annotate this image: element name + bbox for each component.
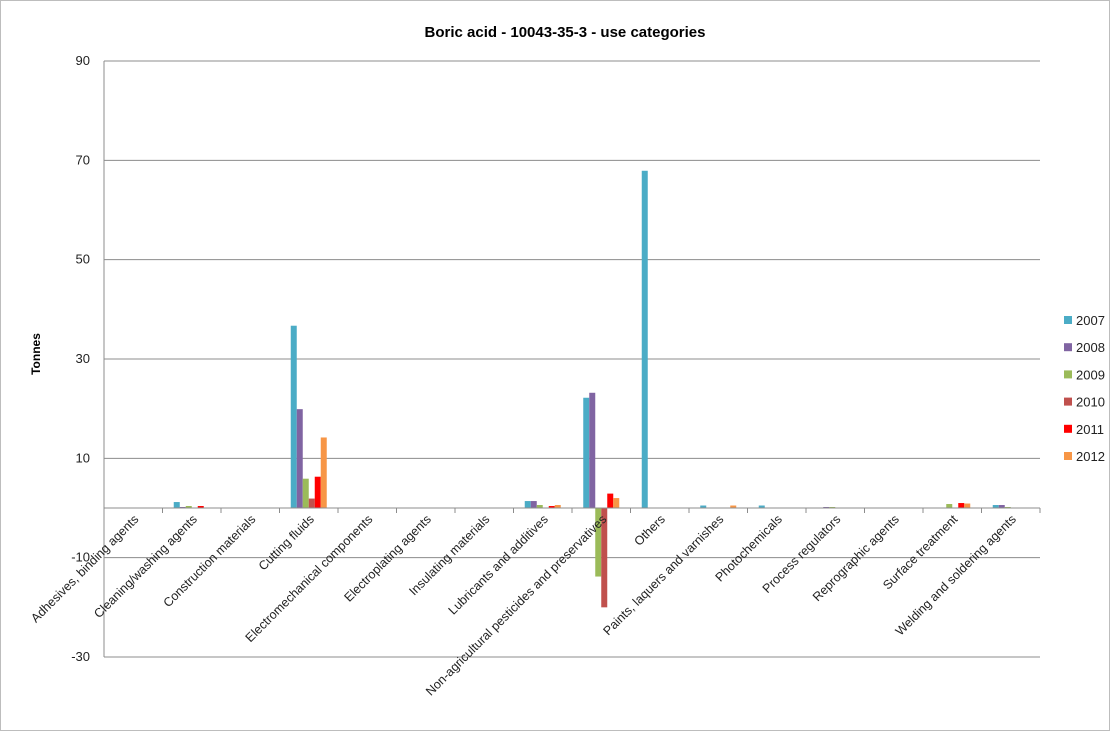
bar-2007 [173,502,180,508]
bar-2008 [998,505,1005,508]
bars [173,170,1011,608]
x-category-label: Lubricants and additives [446,512,551,617]
bar-2012 [554,505,561,508]
x-category-label: Paints, laquers and varnishes [601,512,727,638]
bar-2011 [548,506,555,508]
bar-2011 [197,506,204,508]
bar-2009 [536,505,543,508]
x-category-label: Electromechanical components [243,512,376,645]
bar-2012 [613,498,620,508]
bar-2007 [758,505,765,508]
x-category-label: Others [631,512,667,548]
x-category-label: Adhesives, binding agents [28,512,141,625]
y-tick-label: 70 [76,152,90,167]
bar-2011 [314,476,321,508]
x-category-label: Cleaning/washing agents [91,512,200,621]
y-tick-label: 30 [76,351,90,366]
y-tick-label: -10 [71,550,90,565]
bar-2012 [320,437,327,508]
bar-2007 [524,501,531,508]
bar-2007 [641,170,648,508]
legend-swatch [1064,343,1072,352]
bar-2009 [302,478,309,508]
legend-swatch [1064,370,1072,379]
legend-label: 2009 [1076,367,1105,382]
chart-title: Boric acid - 10043-35-3 - use categories [425,24,706,41]
bar-2012 [730,505,737,508]
bar-2008 [296,409,303,508]
legend-label: 2012 [1076,449,1105,464]
bar-2007 [583,397,590,508]
category-labels: Adhesives, binding agentsCleaning/washin… [28,512,1019,699]
bar-2010 [601,508,608,608]
legend-swatch [1064,452,1072,460]
gridlines [104,60,1040,658]
legend-label: 2011 [1076,422,1104,437]
bar-2009 [946,504,953,508]
bar-2008 [589,392,596,508]
x-category-label: Cutting fluids [256,512,317,573]
legend-label: 2007 [1076,313,1105,328]
y-tick-labels: 90 70 50 30 10 -10 -30 [71,53,90,664]
legend: 2007 2008 2009 2010 2011 2012 [1064,313,1105,464]
bar-2009 [595,508,602,577]
x-category-label: Welding and soldering agents [893,512,1019,638]
legend-swatch [1064,424,1072,433]
bar-2007 [700,505,707,508]
axes [103,61,1041,657]
bar-2011 [958,503,965,508]
y-tick-label: 10 [76,450,90,465]
legend-label: 2010 [1076,395,1105,410]
bar-2007 [290,325,297,508]
bar-2008 [530,501,537,508]
bar-2012 [964,503,971,508]
legend-label: 2008 [1076,340,1105,355]
y-axis-label: Tonnes [29,333,43,375]
bar-2007 [992,505,999,508]
legend-swatch [1064,397,1072,406]
y-tick-label: -30 [71,649,90,664]
bar-2009 [185,506,192,508]
y-tick-label: 90 [76,53,90,68]
bar-2011 [607,493,614,508]
y-tick-label: 50 [76,252,90,267]
bar-2010 [308,498,315,508]
legend-swatch [1064,316,1072,324]
